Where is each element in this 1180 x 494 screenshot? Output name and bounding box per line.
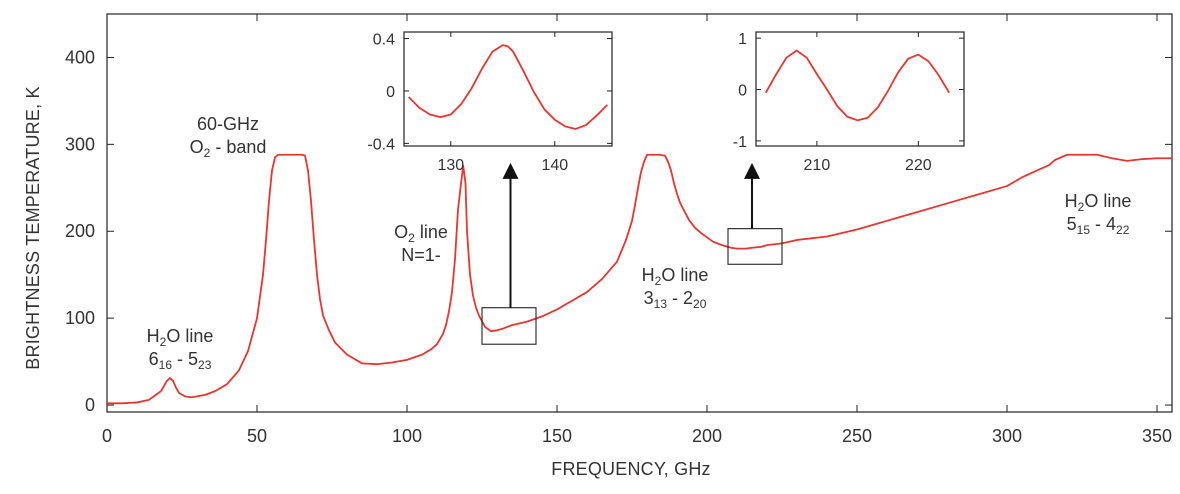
annotation-text-part: 13 (654, 297, 668, 311)
annotation-text-part: - 4 (1090, 214, 1116, 234)
annotation-text-part: O (190, 137, 204, 157)
main-x-tick-label: 100 (392, 426, 422, 446)
inset1-y-tick-label: 0.4 (373, 32, 395, 49)
inset2-plot-frame (755, 31, 965, 147)
annotation-text-part: - band (210, 137, 266, 157)
annotation-h2o-325-line-2: 515 - 422 (1067, 214, 1130, 237)
main-x-tick-label: 50 (247, 426, 267, 446)
main-x-tick-label: 150 (542, 426, 572, 446)
inset2-x-tick-label: 220 (905, 157, 932, 174)
annotation-text-part: O line (661, 265, 708, 285)
main-y-tick-label: 300 (65, 134, 95, 154)
annotation-text-part: H (642, 265, 655, 285)
annotation-text-part: 20 (693, 297, 707, 311)
main-x-tick-label: 300 (992, 426, 1022, 446)
annotation-text-part: H (147, 326, 160, 346)
annotation-text-part: 2 (204, 146, 211, 160)
inset2-y-tick-label: -1 (733, 134, 747, 151)
main-x-tick-label: 0 (102, 426, 112, 446)
annotation-text-part: 15 (1077, 223, 1091, 237)
main-y-tick-label: 400 (65, 47, 95, 67)
annotation-o2-119-line-1: O2 line (394, 222, 448, 245)
annotation-text-part: 6 (149, 349, 159, 369)
inset1-plot-frame (403, 31, 613, 147)
inset1-spectrum-line (408, 44, 608, 130)
main-x-tick-label: 250 (842, 426, 872, 446)
inset-plot-130-140ghz: 130 140 0.4 0 -0.4 (367, 31, 613, 174)
annotation-text-part: N=1- (401, 245, 441, 265)
main-y-tick-label: 100 (65, 308, 95, 328)
annotation-h2o-183-line-1: H2O line (642, 265, 709, 288)
annotation-o2-119-line-2: N=1- (401, 245, 441, 265)
inset2-y-tick-label: 0 (738, 83, 747, 100)
zoom-box-1 (481, 307, 537, 345)
inset2-x-tick-label: 210 (804, 157, 831, 174)
inset2-spectrum-line (765, 49, 950, 122)
annotation-text-part: 2 (160, 335, 167, 349)
annotation-text-part: O line (1084, 191, 1131, 211)
main-y-tick-label: 200 (65, 221, 95, 241)
main-x-tick-label: 350 (1142, 426, 1172, 446)
inset1-y-tick-label: 0 (386, 84, 395, 101)
annotation-o2-60-line-2: O2 - band (190, 137, 267, 160)
zoom-box-2 (727, 228, 783, 265)
y-axis-title: BRIGHTNESS TEMPERATURE, K (23, 86, 43, 369)
inset-plot-210-220ghz: 210 220 1 0 -1 (733, 31, 965, 174)
annotation-h2o-22-line-1: H2O line (147, 326, 214, 349)
annotation-text-part: 16 (159, 358, 173, 372)
annotation-text-part: - 2 (667, 288, 693, 308)
inset1-y-tick-label: -0.4 (367, 136, 395, 153)
main-spectrum-line (107, 153, 1172, 405)
inset1-x-tick-label: 130 (437, 157, 464, 174)
annotation-h2o-22-line-2: 616 - 523 (149, 349, 212, 372)
inset2-y-tick-label: 1 (738, 31, 747, 48)
annotation-h2o-325-line-1: H2O line (1065, 191, 1132, 214)
annotation-text-part: 23 (198, 358, 212, 372)
annotation-text-part: 2 (408, 231, 415, 245)
annotation-text-part: 60-GHz (197, 114, 259, 134)
annotation-text-part: - 5 (172, 349, 198, 369)
annotation-text-part: 22 (1116, 223, 1130, 237)
annotation-text-part: line (415, 222, 448, 242)
annotation-text-part: 2 (655, 274, 662, 288)
annotation-h2o-183-line-2: 313 - 220 (644, 288, 707, 311)
annotation-text-part: O (394, 222, 408, 242)
annotation-text-part: 2 (1078, 200, 1085, 214)
annotation-text-part: 3 (644, 288, 654, 308)
x-axis-title: FREQUENCY, GHz (551, 459, 711, 479)
main-plot-frame (106, 13, 1173, 413)
main-x-tick-label: 200 (692, 426, 722, 446)
inset1-x-tick-label: 140 (541, 157, 568, 174)
annotation-text-part: O line (166, 326, 213, 346)
main-y-tick-label: 0 (85, 395, 95, 415)
annotation-o2-60-line-1: 60-GHz (197, 114, 259, 134)
annotation-text-part: H (1065, 191, 1078, 211)
annotation-text-part: 5 (1067, 214, 1077, 234)
